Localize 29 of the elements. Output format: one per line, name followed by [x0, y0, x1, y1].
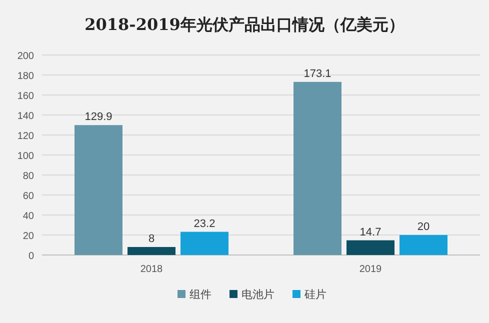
bar: [74, 125, 122, 255]
bar: [294, 82, 342, 255]
bar: [400, 235, 448, 255]
y-tick-label: 100: [17, 151, 34, 162]
legend-label: 组件: [190, 289, 212, 301]
y-tick-label: 160: [17, 91, 34, 102]
y-tick-label: 60: [22, 191, 34, 202]
y-tick-label: 80: [22, 171, 34, 182]
data-label: 8: [148, 233, 155, 245]
y-tick-label: 140: [17, 111, 34, 122]
x-tick-label: 2019: [359, 264, 382, 275]
bar: [180, 232, 228, 255]
data-label: 23.2: [194, 218, 216, 230]
y-tick-label: 0: [28, 251, 34, 262]
x-tick-label: 2018: [140, 264, 164, 275]
data-label: 14.7: [360, 226, 382, 238]
legend-label: 电池片: [242, 288, 274, 301]
data-label: 20: [417, 221, 430, 233]
y-tick-label: 200: [17, 51, 34, 62]
y-tick-label: 20: [22, 231, 34, 242]
bar: [128, 247, 176, 255]
data-label: 129.9: [84, 111, 112, 124]
y-tick-label: 40: [22, 211, 34, 222]
chart-title: 2018-2019年光伏产品出口情况（亿美元）: [84, 15, 404, 34]
y-tick-label: 120: [17, 131, 34, 142]
data-label: 173.1: [304, 68, 332, 80]
y-tick-label: 180: [17, 71, 34, 82]
legend-label: 硅片: [304, 288, 326, 301]
bar: [346, 240, 394, 255]
